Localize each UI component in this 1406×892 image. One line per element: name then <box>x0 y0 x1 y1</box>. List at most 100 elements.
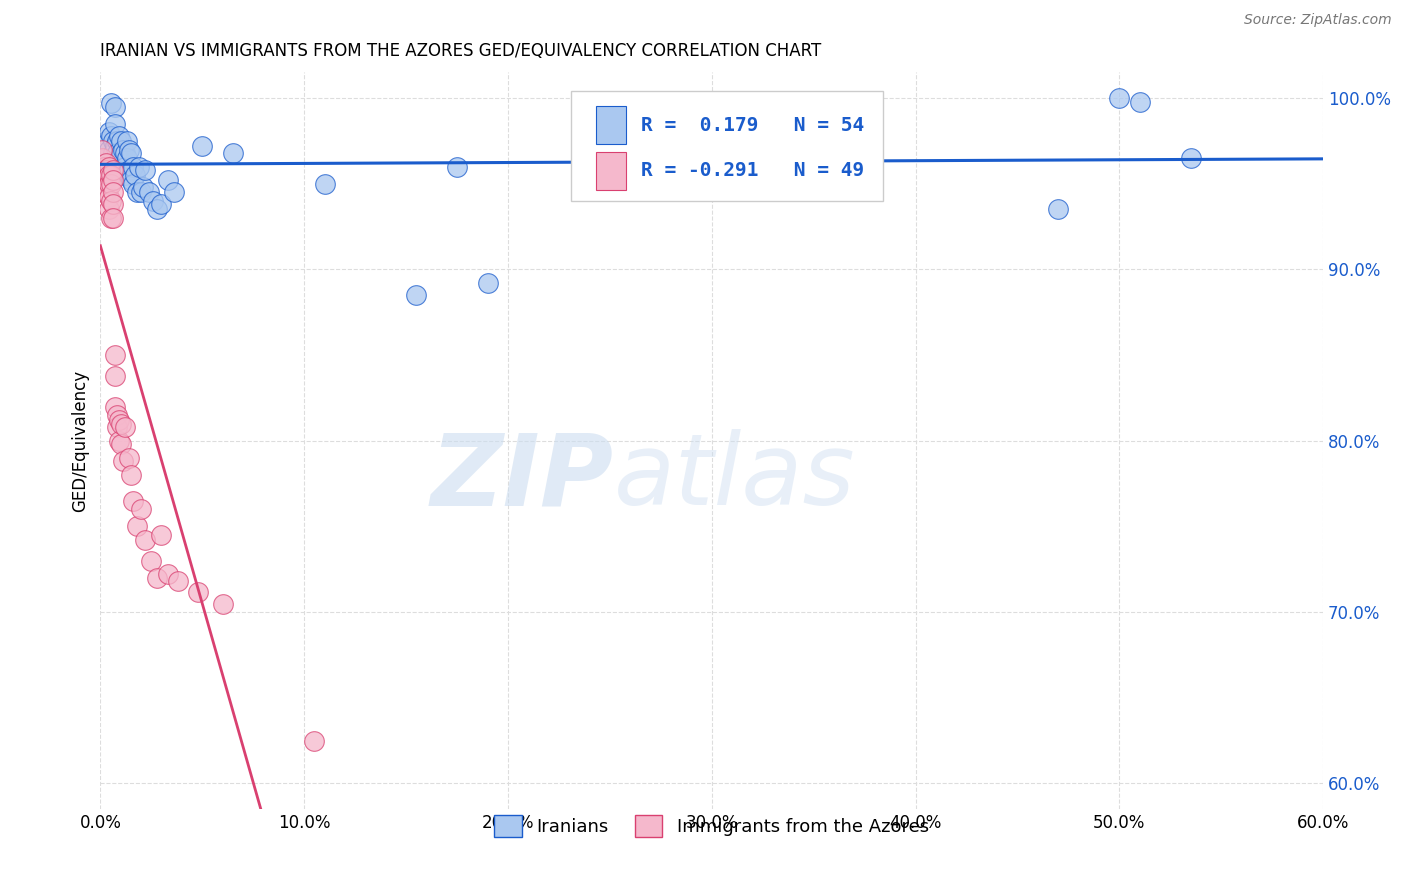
Point <box>166 574 188 589</box>
Point <box>120 145 142 160</box>
Point <box>1180 151 1202 165</box>
Point <box>97 177 120 191</box>
Point <box>96 173 118 187</box>
Point <box>111 143 134 157</box>
Point <box>96 163 118 178</box>
Point <box>100 96 122 111</box>
Legend: Iranians, Immigrants from the Azores: Iranians, Immigrants from the Azores <box>488 808 936 845</box>
Point <box>100 194 122 208</box>
Point <box>314 177 336 191</box>
Point <box>111 454 134 468</box>
Point <box>191 139 214 153</box>
Point <box>104 117 127 131</box>
Point <box>125 186 148 200</box>
Point <box>110 145 132 160</box>
Point <box>105 420 128 434</box>
Point <box>105 145 128 160</box>
Point <box>107 434 129 448</box>
Point <box>129 502 152 516</box>
Point <box>104 348 127 362</box>
Point <box>93 160 115 174</box>
Point <box>91 143 114 157</box>
Point <box>1047 202 1070 217</box>
Point <box>114 168 136 182</box>
Point <box>101 145 124 160</box>
Point <box>111 160 134 174</box>
Point <box>118 143 141 157</box>
Text: IRANIAN VS IMMIGRANTS FROM THE AZORES GED/EQUIVALENCY CORRELATION CHART: IRANIAN VS IMMIGRANTS FROM THE AZORES GE… <box>100 42 821 60</box>
Point <box>115 134 138 148</box>
Point <box>120 468 142 483</box>
Point <box>114 420 136 434</box>
Text: R =  0.179   N = 54: R = 0.179 N = 54 <box>641 116 865 135</box>
Point <box>114 160 136 174</box>
Point <box>146 202 169 217</box>
Point <box>124 168 146 182</box>
Point <box>107 413 129 427</box>
Point <box>101 134 124 148</box>
Point <box>211 597 233 611</box>
Point <box>93 160 115 174</box>
Point <box>142 194 165 208</box>
Point <box>122 177 145 191</box>
Point <box>690 143 713 157</box>
Point <box>118 163 141 178</box>
Point <box>125 519 148 533</box>
Point <box>104 368 127 383</box>
Point <box>101 163 124 178</box>
Point <box>97 125 120 139</box>
Point <box>104 139 127 153</box>
Y-axis label: GED/Equivalency: GED/Equivalency <box>72 369 89 512</box>
Point <box>97 160 120 174</box>
Text: atlas: atlas <box>614 429 855 526</box>
Point <box>105 134 128 148</box>
Point <box>93 163 115 178</box>
Point <box>91 151 114 165</box>
Point <box>134 533 156 548</box>
Point <box>96 186 118 200</box>
Point <box>101 173 124 187</box>
Point <box>93 186 115 200</box>
Point <box>100 177 122 191</box>
Point <box>132 180 155 194</box>
Point <box>97 202 120 217</box>
Point <box>100 211 122 225</box>
Point <box>101 186 124 200</box>
Point <box>1108 91 1130 105</box>
Point <box>101 197 124 211</box>
Point <box>105 408 128 422</box>
Point <box>120 173 142 187</box>
Point <box>96 134 118 148</box>
Point <box>100 128 122 143</box>
Point <box>122 493 145 508</box>
Point <box>104 100 127 114</box>
FancyBboxPatch shape <box>596 106 626 145</box>
Point <box>93 180 115 194</box>
Point <box>721 128 744 143</box>
Point <box>96 156 118 170</box>
Point <box>129 186 152 200</box>
Point <box>118 450 141 465</box>
Text: R = -0.291   N = 49: R = -0.291 N = 49 <box>641 161 865 180</box>
FancyBboxPatch shape <box>596 152 626 190</box>
Point <box>477 276 499 290</box>
Point <box>304 733 326 747</box>
Point <box>97 143 120 157</box>
Point <box>114 145 136 160</box>
Point <box>222 145 245 160</box>
Point <box>146 571 169 585</box>
Point <box>110 134 132 148</box>
Text: ZIP: ZIP <box>430 429 614 526</box>
Point <box>1129 95 1152 109</box>
Text: Source: ZipAtlas.com: Source: ZipAtlas.com <box>1244 13 1392 28</box>
Point <box>115 151 138 165</box>
Point <box>110 417 132 431</box>
Point <box>446 160 468 174</box>
Point <box>110 437 132 451</box>
Point <box>100 168 122 182</box>
Point <box>138 186 160 200</box>
Point <box>150 197 173 211</box>
Point <box>104 400 127 414</box>
Point <box>107 151 129 165</box>
Point <box>97 190 120 204</box>
